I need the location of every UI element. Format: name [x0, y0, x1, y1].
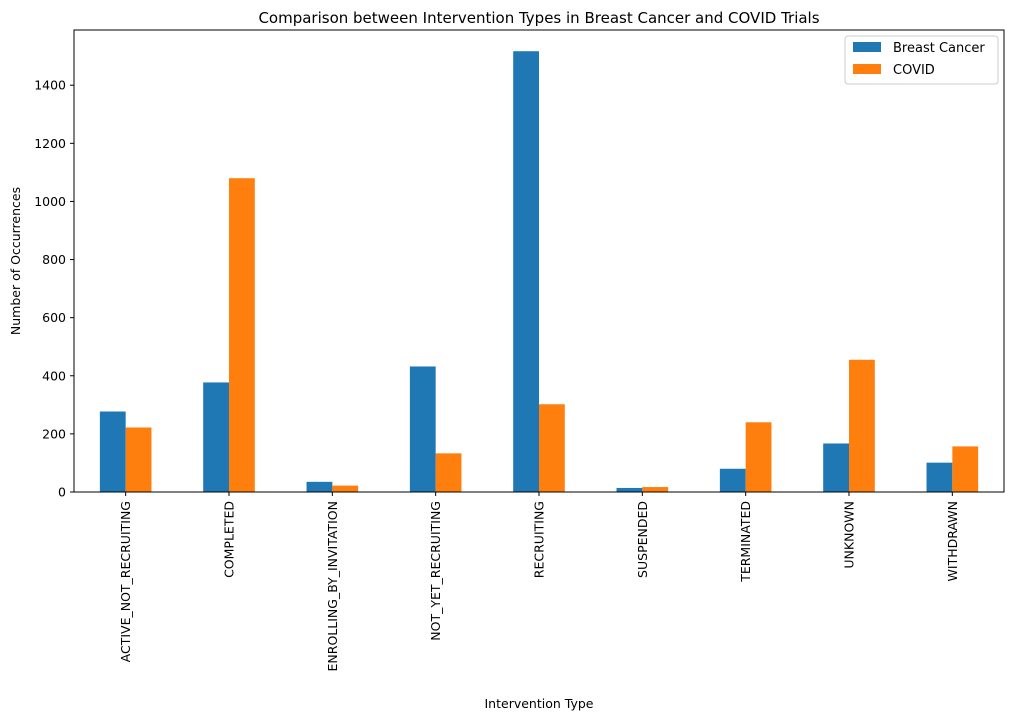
bar-breast-cancer-unknown — [823, 443, 849, 492]
x-tick-label: WITHDRAWN — [945, 501, 960, 581]
y-tick-label: 200 — [42, 426, 66, 441]
legend-frame — [844, 35, 999, 85]
bar-breast-cancer-completed — [203, 382, 229, 492]
x-tick-label: COMPLETED — [222, 501, 237, 578]
bar-covid-active-not-recruiting — [125, 427, 152, 492]
bar-breast-cancer-terminated — [719, 468, 746, 492]
bar-breast-cancer-enrolling-by-invitation — [306, 481, 333, 492]
y-tick-label: 1000 — [34, 194, 66, 209]
bar-covid-completed — [229, 178, 255, 493]
legend: Breast Cancer COVID — [844, 35, 999, 85]
legend-label-breast-cancer: Breast Cancer — [893, 41, 985, 56]
y-tick-label: 1400 — [34, 78, 66, 93]
bar-covid-enrolling-by-invitation — [332, 485, 359, 492]
bar-breast-cancer-active-not-recruiting — [99, 411, 126, 492]
x-tick-label: NOT_YET_RECRUITING — [428, 501, 443, 641]
bar-covid-suspended — [642, 487, 669, 492]
bars-group — [99, 51, 979, 493]
legend-swatch-breast-cancer — [853, 42, 881, 52]
x-tick-label: ENROLLING_BY_INVITATION — [325, 501, 340, 671]
bar-covid-unknown — [849, 359, 875, 492]
x-tick-label: TERMINATED — [738, 501, 753, 583]
x-tick-label: SUSPENDED — [635, 501, 650, 578]
bar-covid-not-yet-recruiting — [435, 453, 462, 492]
y-tick-label: 0 — [58, 485, 66, 500]
bar-breast-cancer-recruiting — [513, 51, 539, 493]
legend-swatch-covid — [853, 64, 881, 74]
y-axis-title: Number of Occurrences — [8, 187, 23, 335]
y-axis: 0 200 400 600 800 1000 1200 1400 — [34, 78, 74, 500]
y-tick-label: 1200 — [34, 136, 66, 151]
plot-frame — [73, 29, 1005, 493]
x-tick-label: UNKNOWN — [842, 501, 857, 569]
y-tick-label: 800 — [42, 252, 66, 267]
x-tick-label: ACTIVE_NOT_RECRUITING — [118, 501, 133, 662]
y-tick-label: 600 — [42, 310, 66, 325]
x-tick-label: RECRUITING — [532, 501, 547, 578]
chart-title: Comparison between Intervention Types in… — [258, 9, 819, 27]
x-axis-title: Intervention Type — [485, 696, 594, 711]
x-axis: ACTIVE_NOT_RECRUITING COMPLETED ENROLLING_… — [118, 492, 960, 671]
y-tick-label: 400 — [42, 368, 66, 383]
bar-covid-recruiting — [539, 404, 565, 492]
bar-covid-withdrawn — [952, 446, 979, 492]
legend-label-covid: COVID — [893, 63, 935, 78]
bar-breast-cancer-suspended — [616, 487, 643, 492]
bar-breast-cancer-not-yet-recruiting — [409, 366, 436, 492]
bar-covid-terminated — [745, 422, 772, 492]
bar-breast-cancer-withdrawn — [926, 462, 953, 492]
